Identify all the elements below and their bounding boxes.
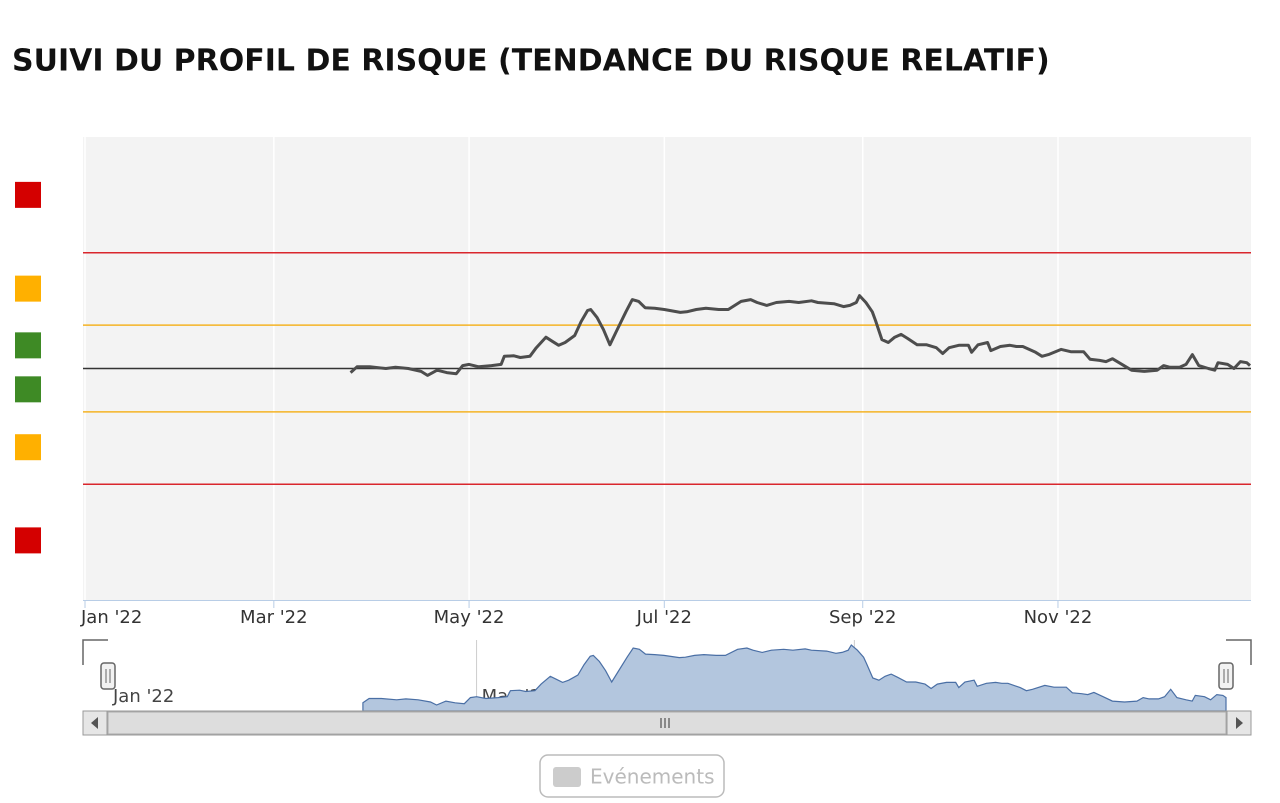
x-tick-label: Nov '22 [1024, 607, 1093, 628]
legend[interactable]: Evénements [539, 754, 725, 798]
navigator-frame [82, 639, 1252, 665]
zone-marker [15, 434, 41, 461]
x-tick-label: May '22 [434, 607, 505, 628]
legend-button[interactable] [539, 754, 725, 798]
navigator-handle[interactable] [100, 662, 116, 690]
scrollbar-thumb[interactable] [107, 711, 1227, 735]
legend-symbol [553, 767, 581, 787]
navigator-tick-label: Jan '22 [112, 686, 174, 707]
handle-grip [105, 669, 111, 683]
x-tick-label: Sep '22 [829, 607, 897, 628]
x-tick-label: Jan '22 [80, 607, 142, 628]
x-tick-label: Jul '22 [636, 607, 692, 628]
zone-marker [15, 181, 41, 208]
thumb-grip [660, 718, 670, 728]
legend-label[interactable]: Evénements [590, 765, 714, 789]
zone-marker [15, 275, 41, 302]
zone-marker [15, 376, 41, 403]
zone-marker [15, 527, 41, 554]
series-line [349, 294, 1252, 377]
zone-marker [15, 332, 41, 359]
handle-grip [1223, 669, 1229, 683]
scrollbar [82, 710, 1252, 736]
navigator-area [362, 644, 1227, 712]
x-tick-label: Mar '22 [240, 607, 308, 628]
arrow-left [91, 717, 98, 729]
navigator-handle[interactable] [1218, 662, 1234, 690]
chart-title: SUIVI DU PROFIL DE RISQUE (TENDANCE DU R… [12, 44, 1050, 79]
arrow-right [1236, 717, 1243, 729]
